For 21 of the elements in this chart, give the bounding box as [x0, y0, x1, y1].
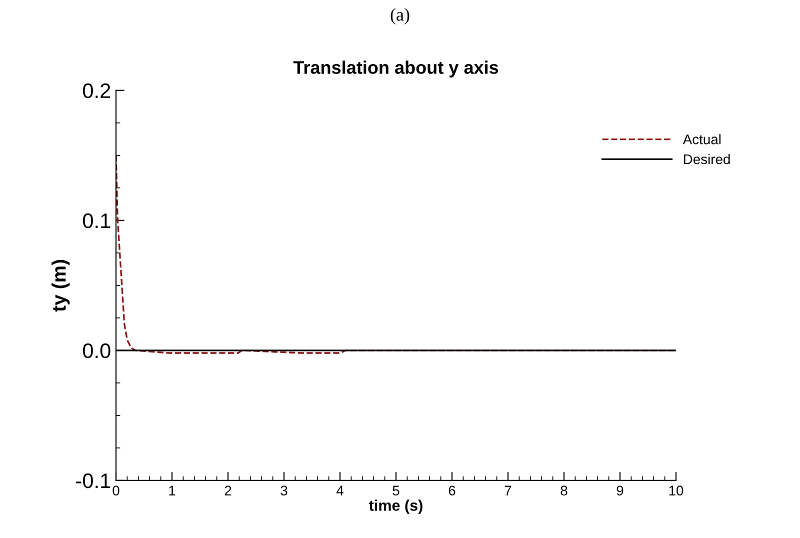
chart-title: Translation about y axis — [293, 60, 498, 78]
x-tick-label: 0 — [112, 486, 120, 496]
x-tick-label: 1 — [169, 486, 176, 496]
x-tick-label: 5 — [392, 486, 400, 496]
text: (a) — [390, 8, 410, 24]
x-tick-label: 2 — [224, 486, 232, 496]
x-tick-label: 7 — [504, 486, 512, 496]
legend-label: Desired — [684, 154, 730, 164]
x-axis-title: time (s) — [369, 500, 422, 514]
x-tick-label: 6 — [448, 486, 456, 496]
y-tick-label: 0.0 — [82, 343, 110, 358]
y-tick-label: 0.1 — [82, 213, 110, 228]
y-tick-label: -0.1 — [76, 473, 110, 488]
x-tick-label: 9 — [616, 486, 624, 496]
x-tick-label: 3 — [280, 486, 288, 496]
y-axis-title: ty (m) — [52, 260, 70, 312]
x-tick-label: 10 — [669, 486, 684, 496]
x-tick-label: 4 — [336, 486, 344, 496]
x-tick-label: 8 — [560, 486, 568, 496]
y-tick-label: 0.2 — [82, 83, 110, 98]
legend-label: Actual — [682, 134, 721, 144]
